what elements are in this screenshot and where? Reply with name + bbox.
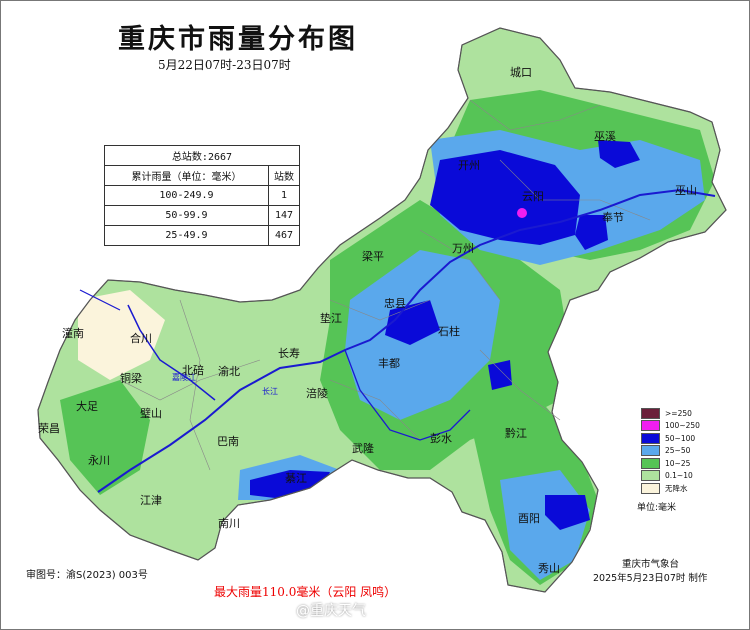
max-rainfall-note: 最大雨量110.0毫米（云阳 凤鸣） [214, 585, 397, 599]
city-label: 巴南 [217, 435, 239, 448]
rain-50-100-area-fengjie [575, 215, 608, 250]
count-cell: 467 [267, 225, 301, 246]
rain-50-100-area-wuxi [598, 140, 640, 168]
total-stations: 总站数:2667 [104, 145, 300, 166]
city-label: 石柱 [438, 325, 460, 338]
legend-label: 100~250 [665, 421, 700, 431]
city-label: 万州 [452, 242, 474, 255]
city-label: 潼南 [62, 327, 84, 340]
city-label: 巫溪 [594, 130, 616, 143]
legend-label: 50~100 [665, 433, 696, 443]
city-label: 云阳 [522, 190, 544, 203]
city-label: 巫山 [675, 184, 697, 197]
city-label: 涪陵 [306, 387, 328, 400]
city-label: 合川 [130, 332, 152, 345]
city-label: 梁平 [362, 250, 384, 263]
legend: >=250 100~250 50~100 25~50 10~25 0.1~10 无降水 [641, 407, 700, 495]
city-label: 綦江 [285, 472, 307, 485]
map-approval-number: 审图号：渝S(2023) 003号 [26, 570, 148, 581]
range-cell: 25-49.9 [104, 225, 269, 246]
legend-item: >=250 [641, 407, 700, 420]
city-label: 南川 [218, 517, 240, 530]
no-rain-area [78, 290, 165, 380]
yangtze-river [97, 188, 716, 493]
city-label: 永川 [88, 454, 110, 467]
time-period: 5月22日07时-23日07时 [158, 58, 291, 72]
legend-item: 无降水 [641, 482, 700, 495]
legend-label: 0.1~10 [665, 471, 693, 481]
legend-swatch [641, 470, 660, 482]
count-cell: 1 [267, 185, 301, 206]
city-label: 北碚 [182, 364, 204, 377]
rain-50-100-area-zhong [385, 300, 440, 345]
city-label: 江津 [140, 494, 162, 507]
table-row: 100-249.9 1 [104, 185, 301, 206]
legend-item: 100~250 [641, 420, 700, 433]
wu-river [344, 349, 471, 441]
range-cell: 50-99.9 [104, 205, 269, 226]
city-label: 荣昌 [38, 422, 60, 435]
legend-swatch [641, 457, 660, 469]
city-label: 奉节 [602, 211, 624, 224]
qu-river [79, 289, 121, 311]
city-label: 璧山 [140, 407, 162, 420]
city-label: 彭水 [430, 432, 452, 445]
legend-item: 10~25 [641, 457, 700, 470]
col-header-stations: 站数 [267, 165, 301, 186]
river-label-yangtze: 长江 [262, 386, 278, 396]
legend-label: 25~50 [665, 446, 691, 456]
county-borders [119, 99, 651, 471]
legend-swatch [641, 432, 660, 444]
city-label: 忠县 [384, 297, 406, 310]
issuing-org: 重庆市气象台 [622, 559, 680, 570]
legend-item: 25~50 [641, 445, 700, 458]
city-label: 垫江 [320, 312, 342, 325]
legend-label: >=250 [665, 408, 692, 418]
city-label: 城口 [510, 66, 532, 79]
city-label: 黔江 [505, 427, 527, 440]
station-stats-table: 总站数:2667 累计雨量（单位：毫米） 站数 100-249.9 1 50-99.… [104, 145, 301, 246]
issue-time: 2025年5月23日07时 制作 [593, 573, 708, 584]
rain-50-100-area-qianjiang [488, 360, 512, 390]
table-row: 50-99.9 147 [104, 205, 301, 226]
city-label: 渝北 [218, 365, 240, 378]
river-label-jialing: 嘉陵江 [172, 372, 196, 382]
table-row: 25-49.9 467 [104, 225, 301, 246]
watermark: @重庆天气 [296, 603, 366, 619]
col-header-rainfall: 累计雨量（单位：毫米） [104, 165, 269, 186]
legend-swatch [641, 407, 660, 419]
city-label: 秀山 [538, 562, 560, 575]
page-title: 重庆市雨量分布图 [118, 24, 358, 55]
legend-swatch [641, 420, 660, 432]
rain-50-100-area-youyang [545, 495, 590, 530]
rain-100-250-spot [517, 208, 527, 218]
city-label: 开州 [458, 159, 480, 172]
city-label: 武隆 [352, 442, 374, 455]
city-label: 长寿 [278, 347, 300, 360]
range-cell: 100-249.9 [104, 185, 269, 206]
legend-swatch [641, 445, 660, 457]
city-label: 大足 [76, 400, 98, 413]
rain-10-25-area-w [60, 380, 150, 495]
city-label: 丰都 [378, 357, 400, 370]
legend-label: 10~25 [665, 458, 691, 468]
city-label: 铜梁 [120, 372, 142, 385]
rain-50-100-area [430, 150, 580, 245]
legend-swatch [641, 482, 660, 494]
city-label: 酉阳 [518, 512, 540, 525]
legend-item: 50~100 [641, 432, 700, 445]
count-cell: 147 [267, 205, 301, 226]
jialing-river [127, 304, 216, 401]
unit-label: 单位:毫米 [637, 503, 677, 513]
legend-label: 无降水 [665, 483, 688, 493]
legend-item: 0.1~10 [641, 470, 700, 483]
